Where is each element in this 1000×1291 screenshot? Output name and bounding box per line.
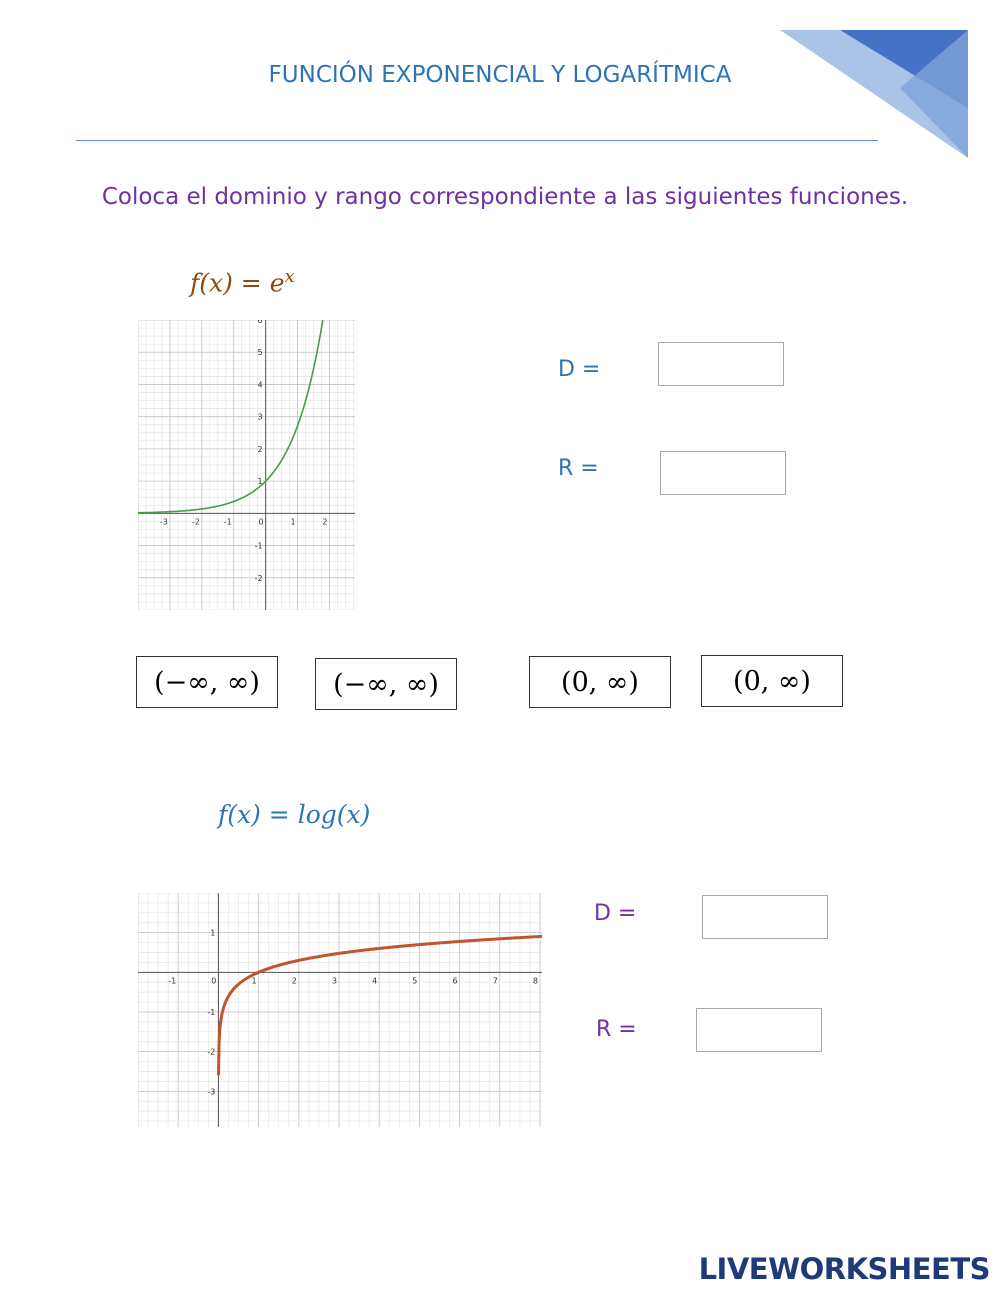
x-tick-label: 1	[290, 517, 295, 526]
x-tick-label: 8	[533, 976, 538, 985]
y-tick-label: 3	[258, 413, 263, 422]
x-tick-label: 3	[332, 976, 337, 985]
y-tick-label: -1	[255, 542, 263, 551]
x-tick-label: 4	[372, 976, 377, 985]
y-tick-label: 6	[258, 320, 263, 325]
x-tick-label: 2	[292, 976, 297, 985]
domain-label: D =	[558, 357, 601, 382]
option-card[interactable]: (−∞, ∞)	[315, 658, 457, 710]
formula-base: e	[269, 268, 285, 298]
range-label: R =	[596, 1017, 637, 1042]
formula: f(x) = ex	[190, 266, 295, 297]
y-tick-label: 5	[258, 348, 263, 357]
function-curve	[138, 320, 324, 514]
range-input[interactable]	[660, 451, 786, 495]
y-tick-label: 1	[210, 929, 215, 938]
y-tick-label: 4	[258, 380, 263, 389]
x-tick-label: -2	[192, 517, 200, 526]
x-tick-label: -1	[224, 517, 232, 526]
option-card[interactable]: (0, ∞)	[701, 655, 843, 707]
x-tick-label: 7	[493, 976, 498, 985]
option-card[interactable]: (0, ∞)	[529, 656, 671, 708]
y-tick-label: 2	[258, 445, 263, 454]
x-tick-label: -3	[160, 517, 168, 526]
domain-label: D =	[594, 901, 637, 926]
y-tick-label: -1	[207, 1008, 215, 1017]
x-tick-label: 6	[452, 976, 457, 985]
instruction: Coloca el dominio y rango correspondient…	[101, 184, 909, 210]
x-tick-label: 0	[211, 976, 216, 985]
x-tick-label: 1	[252, 976, 257, 985]
x-tick-label: 0	[259, 517, 264, 526]
x-tick-label: -1	[168, 976, 176, 985]
domain-input[interactable]	[702, 895, 828, 939]
corner-decoration	[780, 30, 968, 158]
range-label: R =	[558, 456, 599, 481]
y-tick-label: -2	[207, 1048, 215, 1057]
title-rule	[76, 140, 878, 141]
x-tick-label: 5	[412, 976, 417, 985]
y-tick-label: -3	[207, 1087, 215, 1096]
formula-text: f(x) =	[190, 268, 262, 298]
domain-input[interactable]	[658, 342, 784, 386]
option-card[interactable]: (−∞, ∞)	[136, 656, 278, 708]
range-input[interactable]	[696, 1008, 822, 1052]
function-curve	[217, 934, 542, 1076]
formula: f(x) = log(x)	[218, 800, 371, 829]
page-title: FUNCIÓN EXPONENCIAL Y LOGARÍTMICA	[268, 62, 732, 88]
y-tick-label: 1	[258, 477, 263, 486]
brand: LIVEWORKSHEETS	[698, 1252, 991, 1286]
x-tick-label: 2	[322, 517, 327, 526]
y-tick-label: -2	[255, 574, 263, 583]
formula-exponent: x	[284, 266, 295, 287]
